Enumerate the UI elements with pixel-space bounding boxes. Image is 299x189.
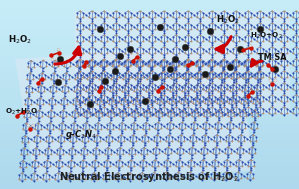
Text: g-C$_3$N$_4$: g-C$_3$N$_4$ [65, 128, 97, 141]
FancyArrowPatch shape [251, 59, 262, 66]
Polygon shape [75, 11, 290, 114]
Text: H$_2$O$_2$: H$_2$O$_2$ [216, 13, 240, 26]
FancyArrowPatch shape [55, 47, 81, 64]
Polygon shape [15, 44, 255, 181]
Text: O$_2$+H$_2$O: O$_2$+H$_2$O [5, 107, 38, 117]
Text: H$_2$O+O$_2$: H$_2$O+O$_2$ [250, 31, 283, 41]
Text: H$_2$O$_2$: H$_2$O$_2$ [8, 33, 32, 46]
Text: Neutral Electrosynthesis of H$_2$O$_2$: Neutral Electrosynthesis of H$_2$O$_2$ [59, 170, 239, 184]
Text: TM SA: TM SA [258, 53, 286, 61]
FancyArrowPatch shape [216, 37, 231, 53]
